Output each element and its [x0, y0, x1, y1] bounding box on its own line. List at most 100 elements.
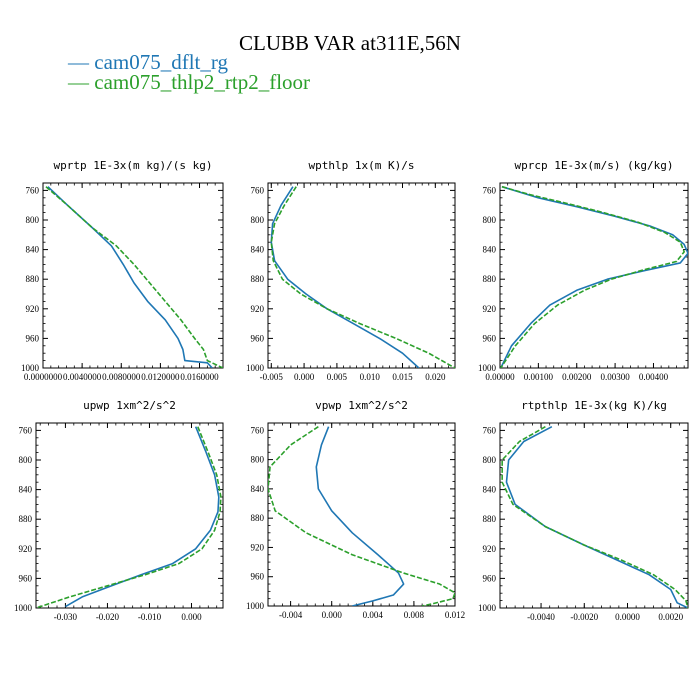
- panel-title: wpthlp 1x(m K)/s: [309, 159, 415, 172]
- y-tick-label: 1000: [246, 363, 265, 373]
- x-tick-label: -0.010: [138, 612, 162, 622]
- x-tick-label: 0.0000000: [24, 372, 63, 382]
- y-tick-label: 760: [483, 425, 497, 435]
- x-tick-label: -0.030: [54, 612, 78, 622]
- x-tick-label: 0.010: [360, 372, 381, 382]
- y-tick-label: 840: [26, 245, 40, 255]
- x-tick-label: -0.004: [279, 610, 303, 620]
- y-tick-label: 800: [251, 215, 265, 225]
- y-tick-label: 920: [483, 304, 497, 314]
- x-tick-label: 0.000: [294, 372, 315, 382]
- series-line-2: [270, 186, 455, 368]
- y-tick-label: 840: [19, 485, 33, 495]
- y-tick-label: 760: [251, 185, 265, 195]
- y-tick-label: 760: [26, 185, 40, 195]
- x-tick-label: 0.000: [181, 612, 202, 622]
- y-tick-label: 760: [19, 425, 33, 435]
- y-tick-label: 920: [483, 544, 497, 554]
- x-tick-label: 0.0040000: [63, 372, 102, 382]
- series-line-1: [315, 426, 405, 606]
- plot-frame: [267, 422, 456, 607]
- y-tick-label: 800: [26, 215, 40, 225]
- y-tick-label: 1000: [478, 363, 497, 373]
- x-tick-label: 0.004: [363, 610, 384, 620]
- x-tick-label: 0.0080000: [102, 372, 141, 382]
- panel-2: wpthlp 1x(m K)/s 760 800 840 880 920 960 1000-0…: [246, 159, 456, 382]
- y-tick-label: 880: [19, 514, 33, 524]
- panel-title: upwp 1xm^2/s^2: [83, 399, 176, 412]
- x-tick-label: 0.00300: [600, 372, 630, 382]
- series-line-2: [500, 185, 685, 368]
- figure-title: CLUBB VAR at311E,56N: [239, 31, 461, 55]
- y-tick-label: 920: [251, 304, 265, 314]
- panel-1: wprtp 1E-3x(m kg)/(s kg) 760 800 840 880 920 9…: [21, 159, 224, 382]
- x-tick-label: 0.005: [327, 372, 348, 382]
- panel-title: vpwp 1xm^2/s^2: [315, 399, 408, 412]
- y-tick-label: 1000: [478, 603, 497, 613]
- y-tick-label: 800: [483, 215, 497, 225]
- x-tick-label: 0.0020: [658, 612, 683, 622]
- panel-title: rtpthlp 1E-3x(kg K)/kg: [521, 399, 667, 412]
- x-tick-label: 0.000: [322, 610, 343, 620]
- y-tick-label: 840: [251, 484, 265, 494]
- y-tick-label: 920: [251, 542, 265, 552]
- legend-entry-2: — cam075_thlp2_rtp2_floor: [67, 70, 310, 94]
- y-tick-label: 960: [19, 573, 33, 583]
- y-tick-label: 960: [26, 333, 40, 343]
- x-tick-label: -0.005: [260, 372, 284, 382]
- x-tick-label: 0.00100: [524, 372, 554, 382]
- y-tick-label: 880: [251, 274, 265, 284]
- y-tick-label: 960: [483, 573, 497, 583]
- x-tick-label: 0.008: [404, 610, 425, 620]
- y-tick-label: 880: [26, 274, 40, 284]
- y-tick-label: 960: [251, 333, 265, 343]
- series-line-1: [270, 186, 420, 368]
- x-tick-label: 0.0120000: [141, 372, 180, 382]
- y-tick-label: 800: [19, 455, 33, 465]
- panels: wprtp 1E-3x(m kg)/(s kg) 760 800 840 880 920 9…: [14, 159, 689, 622]
- y-tick-label: 840: [483, 245, 497, 255]
- x-tick-label: -0.0020: [570, 612, 598, 622]
- series-line-2: [501, 426, 688, 608]
- panel-3: wprcp 1E-3x(m/s) (kg/kg) 760 800 840 880 920 9…: [478, 159, 689, 382]
- x-tick-label: 0.00200: [562, 372, 592, 382]
- y-tick-label: 880: [483, 514, 497, 524]
- y-tick-label: 800: [483, 455, 497, 465]
- plot-frame: [499, 182, 689, 369]
- series-line-2: [268, 425, 455, 606]
- y-tick-label: 760: [251, 425, 265, 435]
- y-tick-label: 1000: [21, 363, 40, 373]
- series-line-1: [500, 185, 688, 368]
- y-tick-label: 920: [19, 544, 33, 554]
- y-tick-label: 840: [251, 245, 265, 255]
- series-line-1: [65, 426, 220, 608]
- legend: — cam075_dflt_rg — cam075_thlp2_rtp2_flo…: [67, 50, 310, 94]
- y-tick-label: 840: [483, 485, 497, 495]
- y-tick-label: 800: [251, 455, 265, 465]
- x-tick-label: -0.020: [96, 612, 120, 622]
- panel-6: rtpthlp 1E-3x(kg K)/kg 760 800 840 880 920 960…: [478, 399, 689, 622]
- y-tick-label: 920: [26, 304, 40, 314]
- y-tick-label: 880: [251, 513, 265, 523]
- panel-title: wprtp 1E-3x(m kg)/(s kg): [54, 159, 213, 172]
- x-tick-label: 0.012: [445, 610, 465, 620]
- x-tick-label: 0.00000: [485, 372, 515, 382]
- y-tick-label: 960: [251, 572, 265, 582]
- plot-frame: [42, 182, 224, 369]
- series-line-2: [36, 426, 222, 608]
- legend-entry-1: — cam075_dflt_rg: [67, 50, 229, 74]
- panel-4: upwp 1xm^2/s^2 760 800 840 880 920 960 1000 -0.0…: [14, 399, 224, 622]
- y-tick-label: 960: [483, 333, 497, 343]
- series-line-1: [47, 186, 213, 368]
- plot-frame: [267, 182, 456, 369]
- x-tick-label: 0.015: [392, 372, 413, 382]
- panel-5: vpwp 1xm^2/s^2 760 800 840 880 920 960 1000 -0.0…: [246, 399, 465, 620]
- y-tick-label: 1000: [14, 603, 33, 613]
- panel-title: wprcp 1E-3x(m/s) (kg/kg): [515, 159, 674, 172]
- y-tick-label: 880: [483, 274, 497, 284]
- x-tick-label: -0.0040: [527, 612, 555, 622]
- x-tick-label: 0.0000: [615, 612, 640, 622]
- y-tick-label: 1000: [246, 601, 265, 611]
